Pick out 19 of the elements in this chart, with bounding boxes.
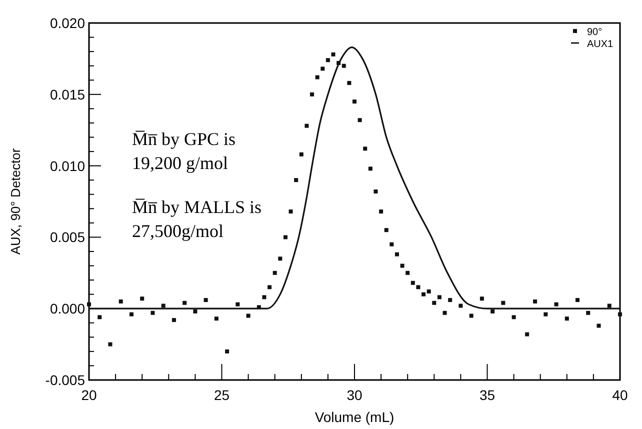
y-tick-label: 0.000 [50, 300, 86, 317]
annotation: 27,500g/mol [132, 221, 224, 241]
annotation: M̅n̅ by MALLS is [132, 197, 262, 217]
annotation: M̅n̅ by GPC is [132, 129, 236, 149]
x-tick-label: 25 [214, 387, 230, 403]
x-axis-title: Volume (mL) [314, 409, 394, 425]
x-tick-label: 30 [346, 387, 362, 403]
x-tick-label: 20 [81, 387, 97, 403]
y-tick-label: 0.020 [50, 15, 86, 31]
y-tick-label: -0.005 [45, 372, 86, 388]
x-tick-label: 35 [479, 387, 496, 403]
y-axis-title: AUX, 90° Detector [8, 148, 23, 255]
y-tick-label: 0.010 [50, 158, 86, 174]
legend-label: AUX1 [587, 39, 614, 50]
annotation: 19,200 g/mol [132, 153, 228, 173]
y-tick-label: 0.005 [50, 229, 86, 246]
legend-label: 90° [587, 27, 602, 38]
x-tick-label: 40 [612, 387, 628, 403]
y-tick-label: 0.015 [50, 86, 86, 102]
